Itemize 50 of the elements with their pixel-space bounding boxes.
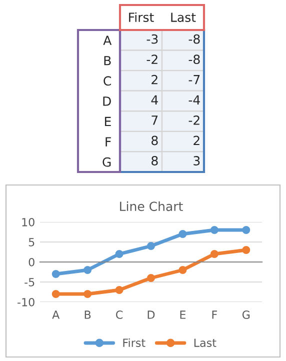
x-tick-label: E bbox=[180, 310, 186, 319]
y-tick-label: -10 bbox=[18, 298, 34, 306]
data-label: 3 bbox=[194, 156, 200, 166]
y-tick-label: A bbox=[103, 36, 112, 45]
point bbox=[210, 226, 218, 234]
data-label: -2 bbox=[188, 115, 200, 125]
point bbox=[84, 266, 92, 274]
point bbox=[147, 242, 155, 250]
y-tick-label: -5 bbox=[24, 278, 34, 286]
legend-label: First bbox=[123, 338, 146, 347]
y-tick-label: 10 bbox=[22, 218, 34, 226]
x-tick-label: G bbox=[242, 310, 250, 319]
point bbox=[242, 226, 250, 234]
y-tick-label: G bbox=[102, 157, 111, 167]
x-tick-label: F bbox=[212, 310, 217, 319]
data-label: 4 bbox=[151, 95, 158, 104]
data-label: 2 bbox=[152, 74, 158, 84]
y-tick-label: D bbox=[103, 96, 111, 106]
data-label: -8 bbox=[188, 34, 200, 44]
data-label: -7 bbox=[188, 75, 200, 84]
x-tick-label: C bbox=[116, 310, 123, 319]
data-label: -4 bbox=[188, 95, 200, 104]
point bbox=[147, 274, 155, 282]
point bbox=[178, 230, 187, 238]
data-label: 8 bbox=[152, 156, 158, 166]
data-label: -2 bbox=[146, 54, 158, 64]
y-tick-label: 0 bbox=[28, 258, 34, 266]
y-tick-label: C bbox=[104, 76, 111, 86]
data-label: 8 bbox=[152, 136, 158, 146]
x-tick-label: A bbox=[52, 310, 60, 319]
data-label: 2 bbox=[194, 136, 200, 146]
data-label: -3 bbox=[146, 34, 158, 44]
point bbox=[115, 250, 124, 258]
chart-title: Line Chart bbox=[120, 201, 183, 212]
data-label: -8 bbox=[188, 54, 200, 64]
legend-label: Last bbox=[194, 338, 216, 347]
y-tick-label: B bbox=[104, 56, 111, 66]
point bbox=[84, 290, 92, 298]
point bbox=[52, 290, 60, 298]
point bbox=[178, 266, 187, 274]
y-tick-label: F bbox=[106, 137, 111, 146]
y-tick-label: 5 bbox=[28, 238, 34, 246]
data-label: 7 bbox=[152, 116, 158, 125]
point bbox=[115, 286, 124, 294]
point bbox=[242, 246, 250, 254]
y-tick-label: E bbox=[104, 116, 111, 126]
point bbox=[52, 270, 60, 278]
x-tick-label: B bbox=[84, 310, 91, 319]
x-tick-label: D bbox=[148, 310, 155, 319]
point bbox=[210, 250, 218, 258]
